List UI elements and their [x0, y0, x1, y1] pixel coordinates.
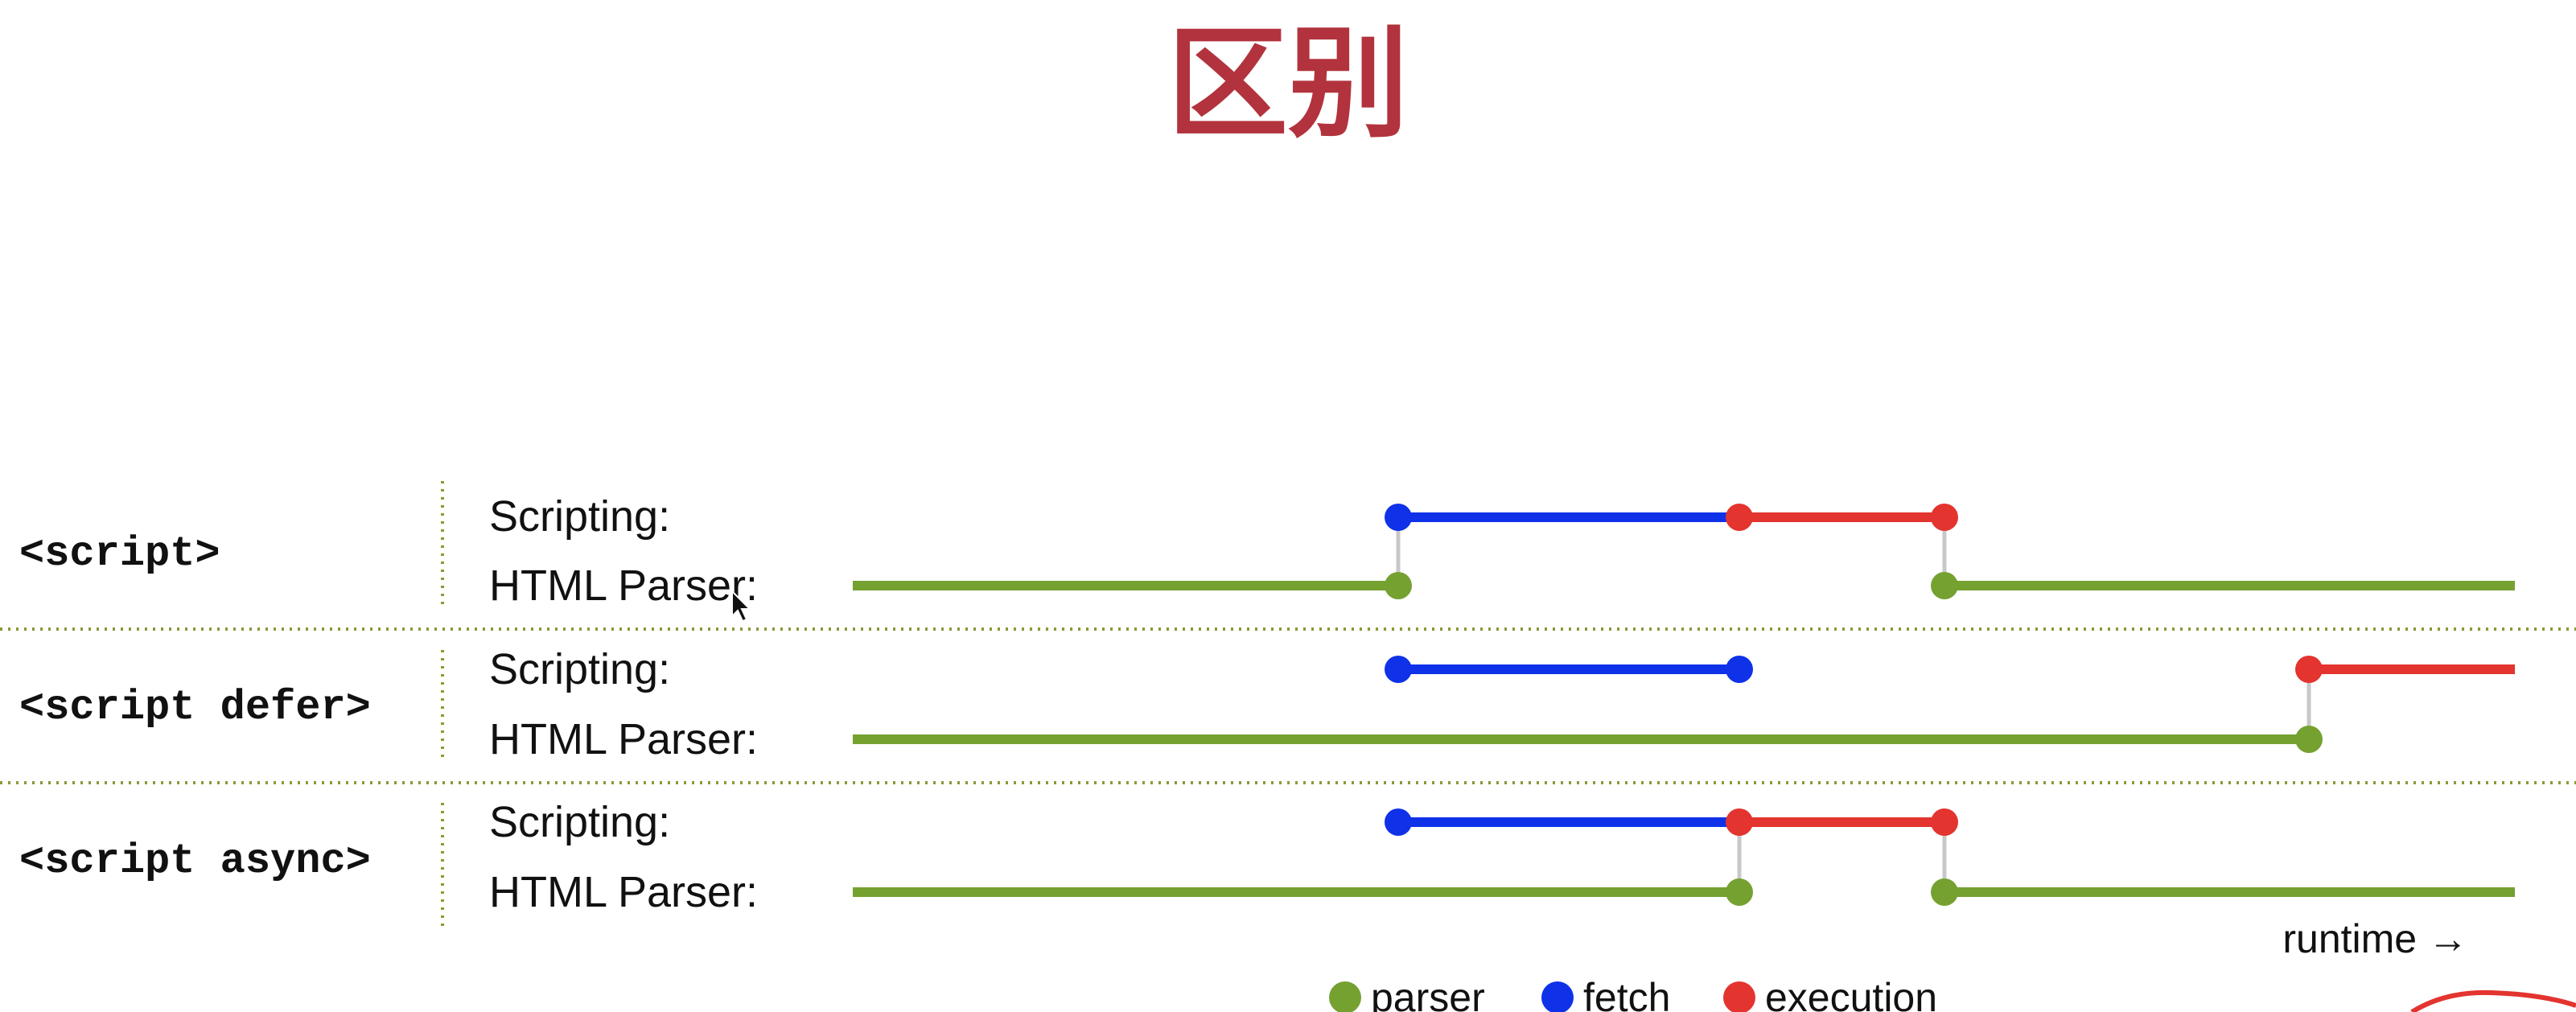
- parser-pause-dot: [1726, 878, 1753, 906]
- execution-end-dot: [1931, 504, 1958, 531]
- parser-end-dot: [2295, 726, 2323, 753]
- legend-parser-swatch: [1329, 981, 1361, 1012]
- fetch-start-dot: [1385, 656, 1412, 683]
- fetch-end-dot: [1726, 656, 1753, 683]
- row-tag-script-async: <script async>: [19, 837, 371, 885]
- execution-end-dot: [1931, 808, 1958, 836]
- row-tag-script: <script>: [19, 530, 220, 578]
- legend-fetch-label: fetch: [1583, 975, 1670, 1012]
- scripting-label: Scripting:: [489, 798, 670, 846]
- mouse-cursor-icon: [731, 589, 752, 623]
- execution-start-dot: [1726, 504, 1753, 531]
- annotation-circle-mark: [2410, 989, 2576, 1012]
- runtime-label: runtime →: [2282, 916, 2468, 961]
- fetch-start-dot: [1385, 808, 1412, 836]
- scripting-label: Scripting:: [489, 492, 670, 541]
- legend-fetch-swatch: [1541, 981, 1574, 1012]
- fetch-start-dot: [1385, 504, 1412, 531]
- execution-start-dot: [2295, 656, 2323, 683]
- legend-parser-label: parser: [1371, 975, 1485, 1012]
- html-parser-label: HTML Parser:: [489, 868, 758, 916]
- legend-execution-swatch: [1723, 981, 1755, 1012]
- legend-execution-label: execution: [1765, 975, 1937, 1012]
- parser-pause-dot: [1385, 572, 1412, 599]
- parser-resume-dot: [1931, 572, 1958, 599]
- page-title: 区别: [1167, 14, 1409, 154]
- legend: parser fetch execution: [1329, 975, 1937, 1012]
- html-parser-label: HTML Parser:: [489, 562, 758, 610]
- execution-start-dot: [1726, 808, 1753, 836]
- html-parser-label: HTML Parser:: [489, 715, 758, 763]
- parser-resume-dot: [1931, 878, 1958, 906]
- row-tag-script-defer: <script defer>: [19, 684, 371, 731]
- scripting-label: Scripting:: [489, 645, 670, 693]
